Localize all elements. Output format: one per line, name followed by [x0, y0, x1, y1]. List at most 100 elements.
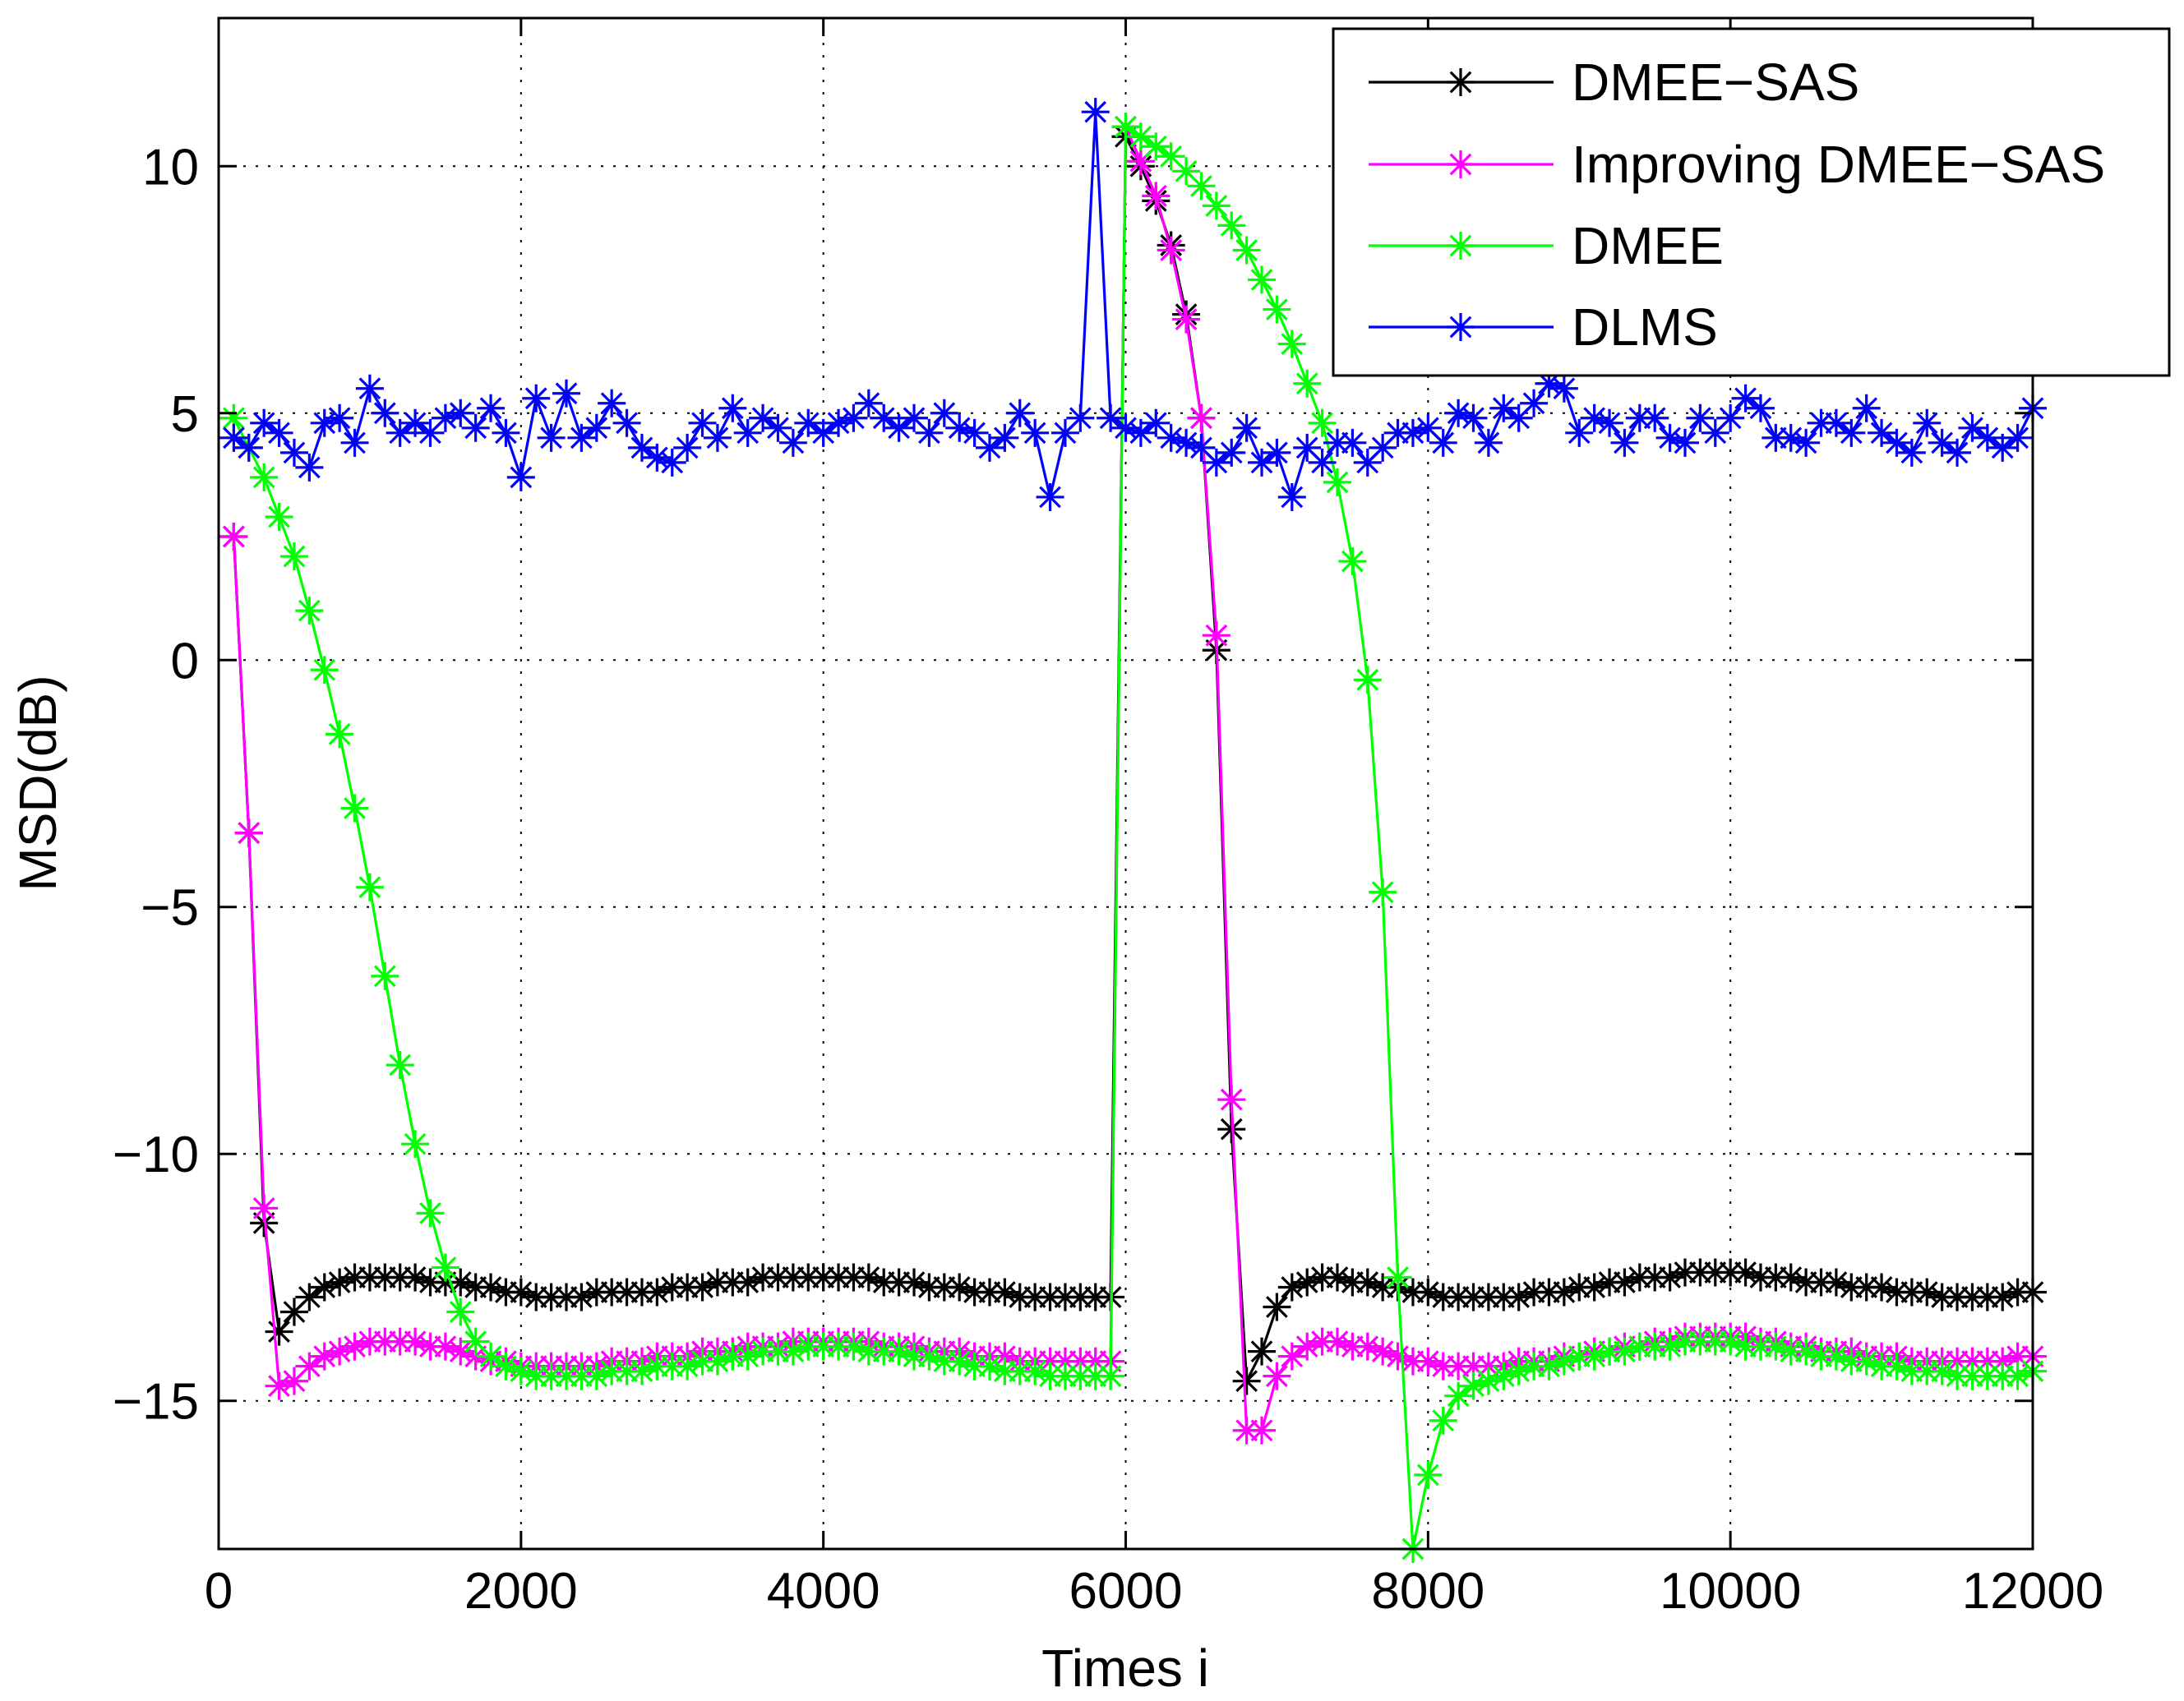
- data-point-marker: [1882, 428, 1911, 457]
- data-point-marker: [1580, 1342, 1609, 1371]
- data-point-marker: [1308, 448, 1337, 477]
- asterisk-marker-shape: [279, 1298, 308, 1326]
- data-point-marker: [446, 1337, 475, 1366]
- data-point-marker: [1852, 1347, 1881, 1376]
- asterisk-marker-shape: [1641, 403, 1669, 432]
- asterisk-marker-shape: [1338, 1332, 1367, 1361]
- asterisk-marker-shape: [1504, 403, 1533, 432]
- data-point-marker: [537, 1362, 566, 1390]
- data-point-marker: [1323, 1263, 1351, 1292]
- asterisk-marker-shape: [1913, 1357, 1942, 1385]
- data-point-marker: [1565, 418, 1594, 447]
- asterisk-marker-shape: [1187, 403, 1216, 432]
- data-point-marker: [990, 1278, 1019, 1307]
- data-point-marker: [900, 1268, 929, 1297]
- asterisk-marker-shape: [1746, 394, 1775, 422]
- data-point-marker: [416, 1199, 445, 1228]
- data-point-marker: [1157, 142, 1185, 171]
- asterisk-marker-shape: [1447, 150, 1475, 178]
- data-point-marker: [461, 413, 490, 442]
- legend-item-0: DMEE−SAS: [1369, 53, 1859, 112]
- data-point-marker: [960, 1278, 989, 1307]
- data-point-marker: [1005, 1357, 1034, 1385]
- data-point-marker: [658, 1273, 686, 1302]
- data-point-marker: [1731, 1258, 1760, 1287]
- asterisk-marker-shape: [1686, 1327, 1715, 1356]
- asterisk-marker-shape: [1655, 1263, 1684, 1292]
- asterisk-marker-shape: [326, 1337, 354, 1366]
- asterisk-marker-shape: [2003, 423, 2032, 452]
- data-point-marker: [477, 1342, 506, 1371]
- data-point-marker: [975, 433, 1004, 462]
- asterisk-marker-shape: [1716, 403, 1745, 432]
- data-point-marker: [884, 1337, 913, 1366]
- asterisk-marker-shape: [915, 1342, 944, 1371]
- data-point-marker: [1338, 428, 1367, 457]
- asterisk-marker-shape: [552, 1362, 581, 1390]
- asterisk-marker-shape: [1005, 399, 1034, 427]
- asterisk-marker-shape: [1021, 1283, 1050, 1311]
- asterisk-marker-shape: [1655, 1332, 1684, 1361]
- data-point-marker: [1217, 1086, 1246, 1114]
- data-point-marker: [461, 1327, 490, 1356]
- asterisk-marker-shape: [1489, 1283, 1518, 1311]
- asterisk-marker-shape: [1005, 1283, 1034, 1311]
- data-point-marker: [1943, 1347, 1972, 1376]
- asterisk-marker-shape: [506, 1278, 535, 1307]
- asterisk-marker-shape: [703, 423, 732, 452]
- asterisk-marker-shape: [1217, 211, 1246, 240]
- data-point-marker: [340, 428, 369, 457]
- data-point-marker: [446, 399, 475, 427]
- asterisk-marker-shape: [1414, 1278, 1443, 1307]
- data-point-marker: [673, 1273, 702, 1302]
- asterisk-marker-shape: [1414, 1347, 1443, 1376]
- data-point-marker: [1126, 122, 1155, 151]
- asterisk-marker-shape: [854, 1337, 883, 1366]
- asterisk-marker-shape: [386, 418, 414, 447]
- asterisk-marker-shape: [522, 1283, 551, 1311]
- asterisk-marker-shape: [778, 1337, 807, 1366]
- data-point-marker: [673, 1352, 702, 1381]
- asterisk-marker-shape: [794, 1332, 823, 1361]
- data-point-marker: [2003, 1278, 2032, 1307]
- data-point-marker: [310, 1342, 339, 1371]
- asterisk-marker-shape: [265, 502, 293, 531]
- data-point-marker: [1701, 1258, 1729, 1287]
- data-point-marker: [612, 1357, 641, 1385]
- data-point-marker: [1429, 1406, 1457, 1435]
- asterisk-marker-shape: [477, 394, 506, 422]
- asterisk-marker-shape: [1050, 1362, 1079, 1390]
- asterisk-marker-shape: [1897, 438, 1926, 467]
- asterisk-marker-shape: [537, 423, 566, 452]
- data-point-marker: [461, 1273, 490, 1302]
- y-tick-label: −5: [141, 880, 199, 937]
- asterisk-marker-shape: [1142, 182, 1170, 210]
- asterisk-marker-shape: [492, 418, 520, 447]
- data-point-marker: [749, 403, 778, 432]
- asterisk-marker-shape: [431, 1332, 459, 1361]
- data-point-marker: [1126, 147, 1155, 176]
- data-point-marker: [1157, 423, 1185, 452]
- data-point-marker: [492, 418, 520, 447]
- asterisk-marker-shape: [1187, 433, 1216, 462]
- asterisk-marker-shape: [749, 1263, 778, 1292]
- data-point-marker: [2003, 1362, 2032, 1390]
- asterisk-marker-shape: [1447, 232, 1475, 260]
- asterisk-marker-shape: [1701, 1327, 1729, 1356]
- data-point-marker: [627, 1357, 656, 1385]
- data-point-marker: [1913, 408, 1942, 437]
- data-point-marker: [1142, 182, 1170, 210]
- asterisk-marker-shape: [1383, 1263, 1412, 1292]
- data-point-marker: [627, 433, 656, 462]
- data-point-marker: [1444, 399, 1473, 427]
- asterisk-marker-shape: [900, 403, 929, 432]
- data-point-marker: [582, 413, 611, 442]
- data-point-marker: [1447, 232, 1475, 260]
- data-point-marker: [1762, 1332, 1790, 1361]
- asterisk-marker-shape: [552, 1283, 581, 1311]
- asterisk-marker-shape: [326, 1268, 354, 1297]
- asterisk-marker-shape: [567, 423, 596, 452]
- data-point-marker: [1973, 423, 2002, 452]
- data-point-marker: [310, 656, 339, 685]
- asterisk-marker-shape: [764, 413, 792, 442]
